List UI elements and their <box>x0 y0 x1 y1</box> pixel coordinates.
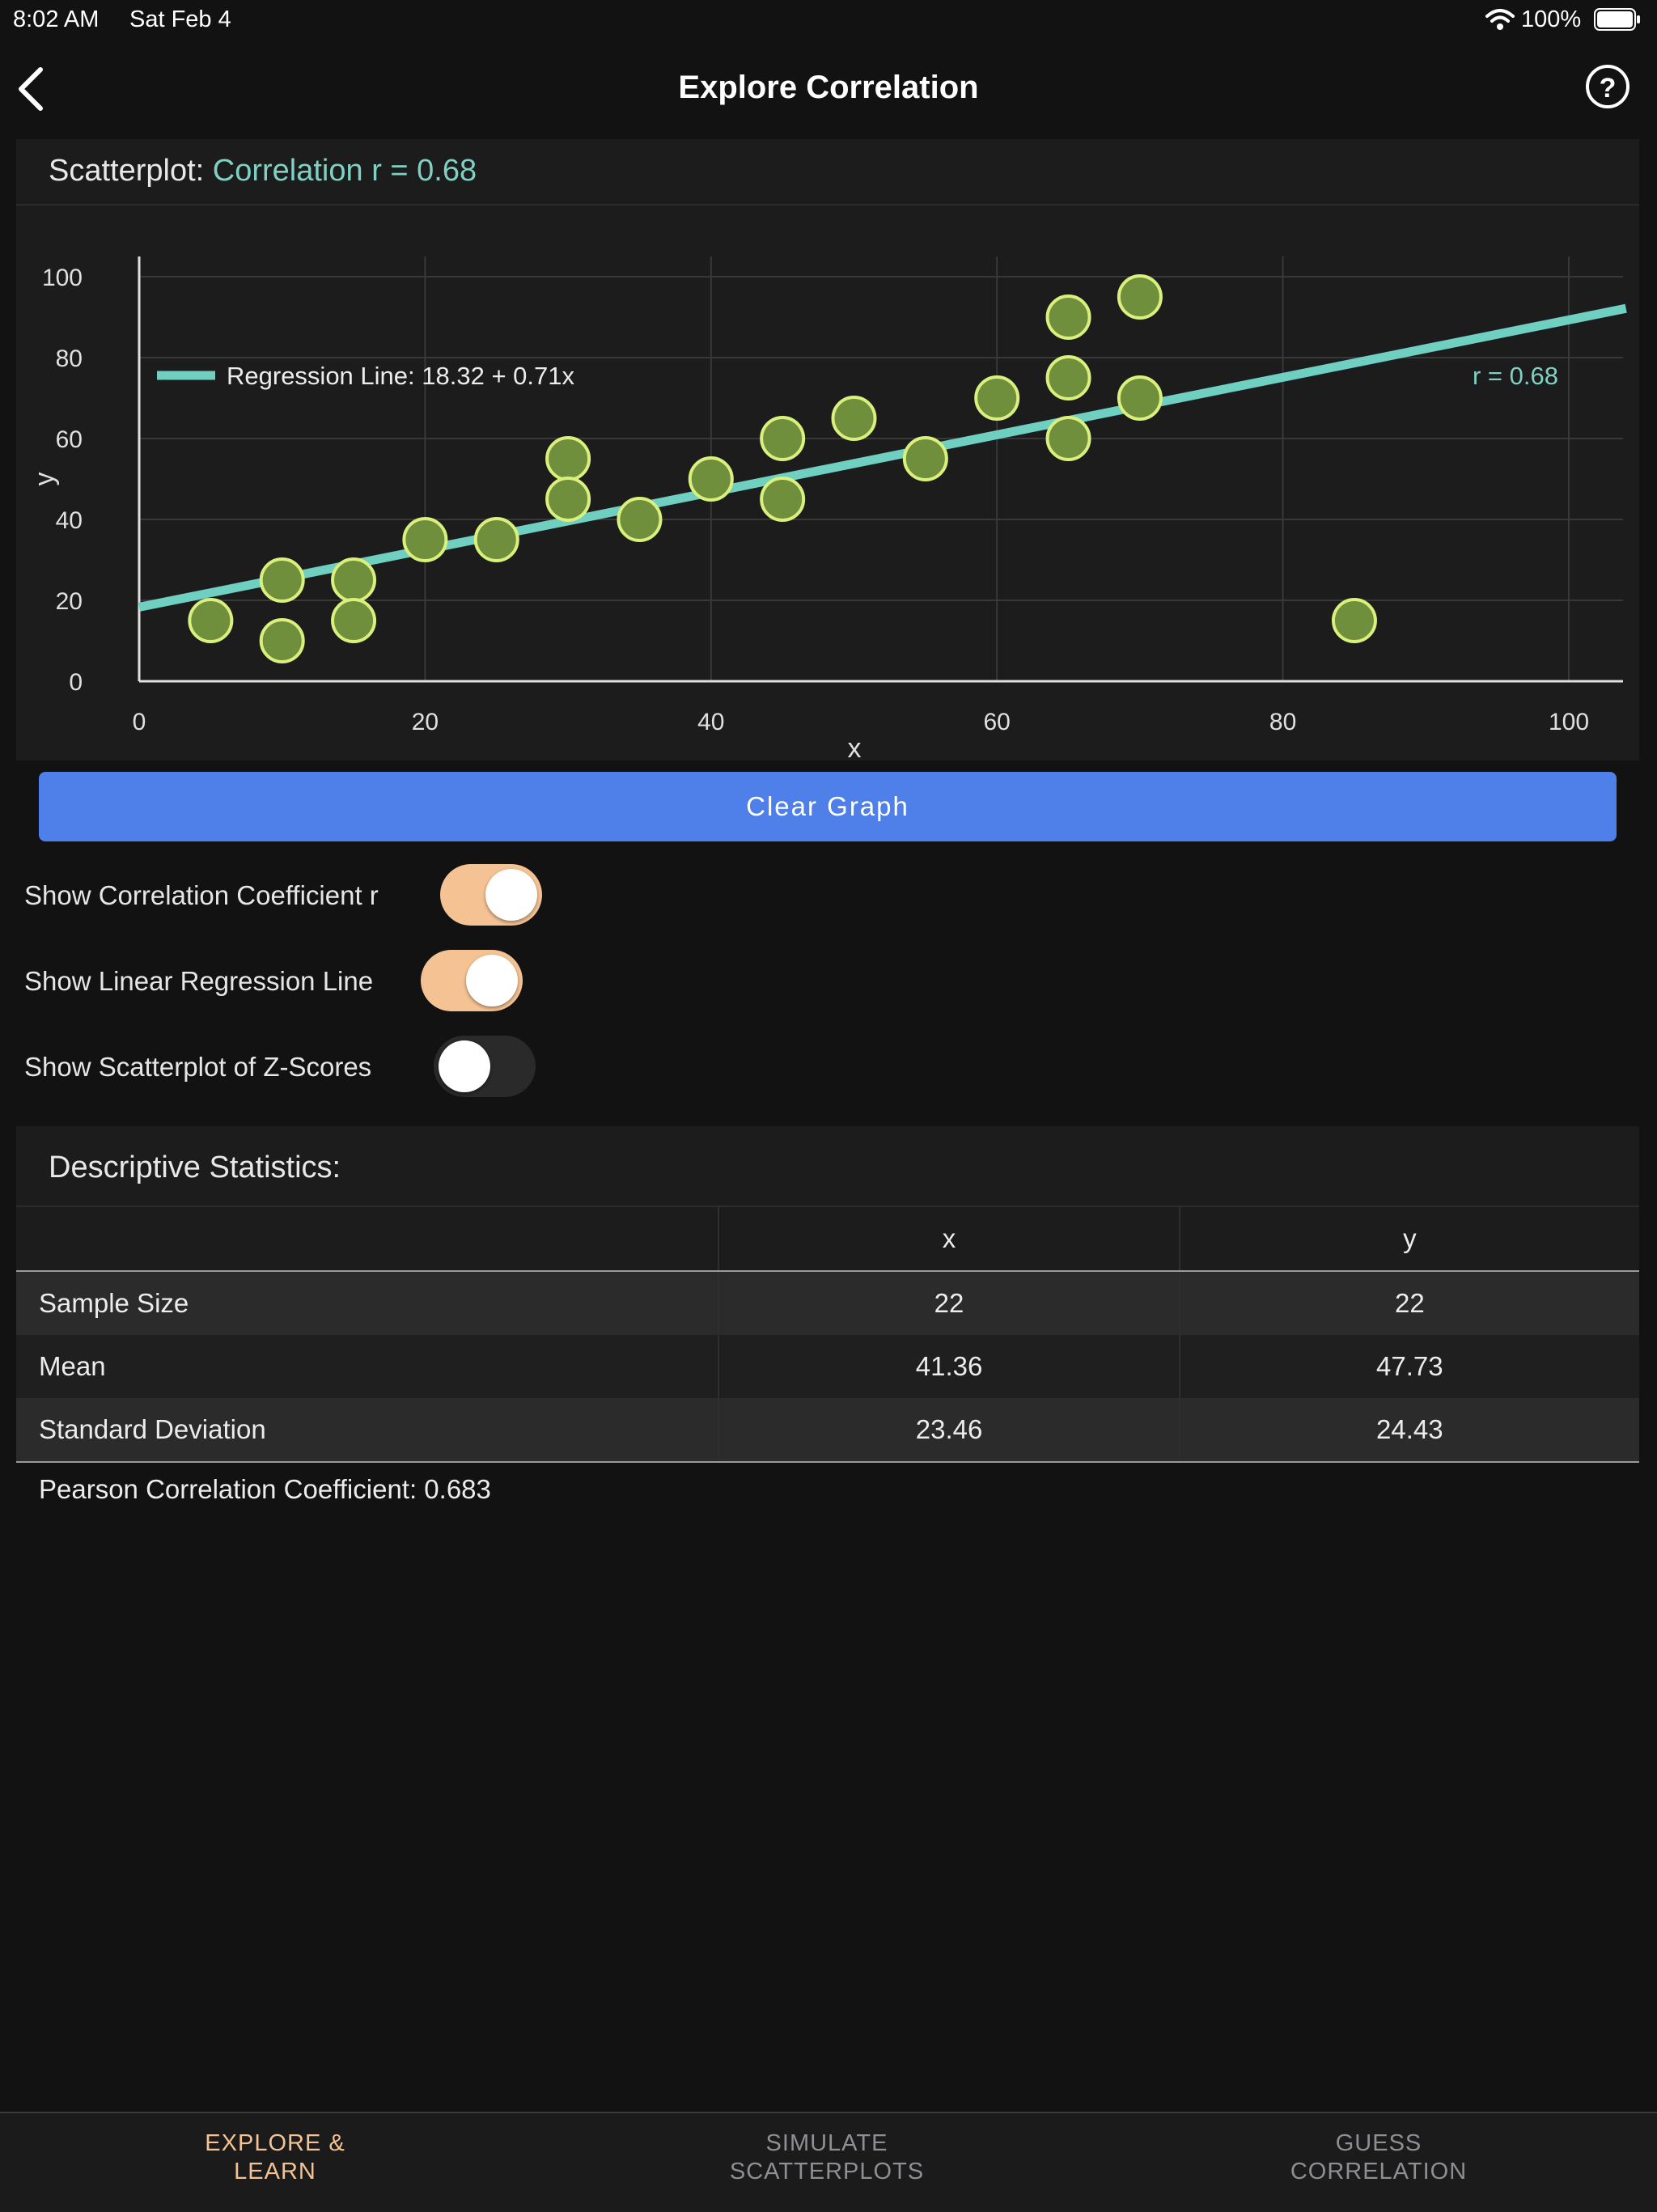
tab-guess-correlation[interactable]: GUESS CORRELATION <box>1217 2129 1540 2186</box>
descriptive-statistics-panel: Descriptive Statistics: x y Sample Size … <box>16 1126 1639 1463</box>
table-header-cell <box>16 1206 719 1272</box>
x-tick-label: 60 <box>984 709 1011 735</box>
regression-line <box>138 303 1627 612</box>
tab-label-line1: GUESS <box>1335 2130 1422 2156</box>
y-tick-label: 60 <box>56 426 83 453</box>
table-cell: 47.73 <box>1178 1335 1639 1398</box>
question-circle-icon[interactable]: ? <box>1584 63 1631 110</box>
battery-percentage: 100% <box>1521 6 1582 32</box>
table-cell: Mean <box>16 1335 719 1398</box>
data-point <box>974 375 1020 421</box>
scatterplot-panel: Scatterplot: Correlation r = 0.68 0 20 40 6… <box>16 139 1639 761</box>
table-row: Sample Size 22 22 <box>16 1271 1639 1335</box>
scatterplot-chart[interactable]: 0 20 40 60 80 100 0 20 40 60 80 100 x y Regression Lin… <box>16 206 1639 761</box>
table-cell: 41.36 <box>718 1335 1180 1398</box>
y-tick-label: 20 <box>56 588 83 615</box>
data-point <box>473 517 519 562</box>
stats-title: Descriptive Statistics: <box>49 1150 341 1184</box>
tab-simulate-scatterplots[interactable]: SIMULATE SCATTERPLOTS <box>665 2129 989 2186</box>
x-tick-label: 0 <box>133 709 146 735</box>
x-tick-label: 40 <box>697 709 724 735</box>
table-cell: 22 <box>718 1271 1180 1335</box>
data-point <box>402 517 448 562</box>
toggle-knob <box>485 869 537 921</box>
data-point <box>760 416 806 461</box>
scatterplot-label: Scatterplot: Correlation r = 0.68 <box>49 154 477 188</box>
y-tick-label: 40 <box>56 507 83 534</box>
regression-line-toggle[interactable] <box>421 950 523 1011</box>
data-point <box>331 557 377 603</box>
stats-table: x y Sample Size 22 22 Mean 41.36 47.73 S… <box>16 1206 1639 1463</box>
svg-text:?: ? <box>1600 73 1617 104</box>
clear-graph-button[interactable]: Clear Graph <box>39 772 1617 841</box>
page-title: Explore Correlation <box>678 70 979 105</box>
data-point <box>831 396 877 441</box>
wifi-icon <box>1485 9 1515 30</box>
table-header-row: x y <box>16 1206 1639 1272</box>
toggle-label-zscores: Show Scatterplot of Z-Scores <box>24 1052 372 1082</box>
table-cell: 22 <box>1178 1271 1639 1335</box>
data-point <box>1045 355 1091 400</box>
navigation-bar: Explore Correlation ? <box>0 45 1657 134</box>
x-tick-label: 20 <box>412 709 439 735</box>
tab-label-line1: EXPLORE & <box>205 2130 345 2156</box>
tab-label-line2: SCATTERPLOTS <box>729 2159 925 2184</box>
table-cell: Standard Deviation <box>16 1398 719 1463</box>
y-tick-label: 100 <box>42 265 83 291</box>
data-point <box>617 497 663 542</box>
chevron-left-icon[interactable] <box>11 63 52 115</box>
r-value-label: r = 0.68 <box>1473 362 1558 390</box>
table-cell: Sample Size <box>16 1271 719 1335</box>
table-row: Standard Deviation 23.46 24.43 <box>16 1398 1639 1463</box>
toggle-label-regression: Show Linear Regression Line <box>24 966 374 996</box>
status-bar: 8:02 AM Sat Feb 4 100% <box>0 0 1657 39</box>
scatterplot-header: Scatterplot: Correlation r = 0.68 <box>16 139 1639 206</box>
data-point <box>545 477 591 522</box>
data-point <box>1045 416 1091 461</box>
data-point <box>1331 598 1377 643</box>
tab-bar: EXPLORE & LEARN SIMULATE SCATTERPLOTS GU… <box>0 2112 1657 2212</box>
toggle-knob <box>439 1040 490 1092</box>
correlation-toggle[interactable] <box>440 864 542 926</box>
zscores-toggle[interactable] <box>434 1036 536 1097</box>
y-axis-label: y <box>29 472 60 486</box>
legend-label: Regression Line: 18.32 + 0.71x <box>227 362 574 390</box>
data-point <box>1045 295 1091 340</box>
x-tick-label: 100 <box>1549 709 1589 735</box>
table-header-cell: x <box>718 1206 1180 1272</box>
data-point <box>902 436 948 481</box>
table-row: Mean 41.36 47.73 <box>16 1335 1639 1398</box>
toggle-knob <box>466 955 518 1006</box>
x-axis-label: x <box>848 733 862 761</box>
data-point <box>259 618 305 663</box>
tab-label-line2: LEARN <box>234 2159 316 2184</box>
table-cell: 23.46 <box>718 1398 1180 1463</box>
data-point <box>188 598 234 643</box>
battery-icon <box>1594 8 1640 31</box>
status-time: 8:02 AM <box>13 6 100 32</box>
status-date: Sat Feb 4 <box>129 6 231 32</box>
data-point <box>688 456 734 502</box>
table-header-cell: y <box>1178 1206 1639 1272</box>
data-point <box>1117 274 1163 320</box>
data-point <box>1117 375 1163 421</box>
tab-label-line1: SIMULATE <box>765 2130 888 2156</box>
y-tick-label: 0 <box>69 669 83 696</box>
y-tick-label: 80 <box>56 345 83 372</box>
correlation-label: Correlation r = 0.68 <box>212 154 477 188</box>
x-tick-label: 80 <box>1269 709 1296 735</box>
data-point <box>545 436 591 481</box>
table-cell: 24.43 <box>1178 1398 1639 1463</box>
toggle-label-correlation: Show Correlation Coefficient r <box>24 880 379 910</box>
tab-label-line2: CORRELATION <box>1290 2159 1468 2184</box>
tab-explore-learn[interactable]: EXPLORE & LEARN <box>113 2129 437 2186</box>
data-point <box>760 477 806 522</box>
data-point <box>331 598 377 643</box>
data-point <box>259 557 305 603</box>
pearson-coefficient: Pearson Correlation Coefficient: 0.683 <box>39 1474 491 1504</box>
